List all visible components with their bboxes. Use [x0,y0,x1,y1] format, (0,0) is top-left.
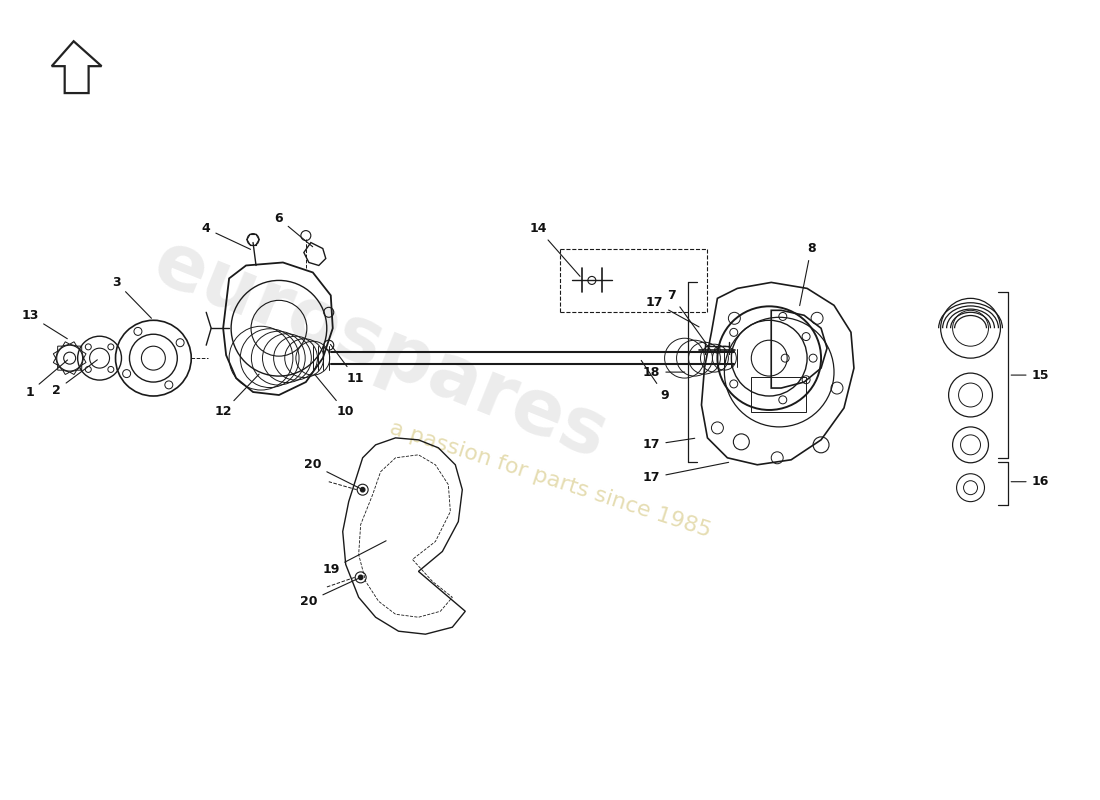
Text: a passion for parts since 1985: a passion for parts since 1985 [387,418,713,542]
Text: 20: 20 [300,578,359,608]
Text: 8: 8 [800,242,815,306]
Text: 6: 6 [275,212,312,246]
Text: 12: 12 [214,374,260,418]
Text: 19: 19 [322,541,386,576]
Text: 18: 18 [644,366,684,378]
Text: 2: 2 [53,360,97,397]
Text: 14: 14 [529,222,580,276]
Text: 20: 20 [304,458,360,489]
Circle shape [359,575,363,579]
Text: 9: 9 [641,361,669,402]
Text: 17: 17 [642,438,695,451]
Text: eurospares: eurospares [143,226,618,475]
Text: 11: 11 [330,345,364,385]
Text: 13: 13 [21,309,67,338]
Text: 16: 16 [1011,475,1049,488]
Text: 3: 3 [112,276,152,318]
Text: 10: 10 [315,374,354,418]
Text: 4: 4 [201,222,251,250]
Text: 17: 17 [646,296,698,327]
Text: 15: 15 [1011,369,1049,382]
Text: 7: 7 [668,289,706,343]
Text: 1: 1 [25,360,67,398]
Circle shape [361,487,365,492]
Text: 17: 17 [642,462,728,484]
